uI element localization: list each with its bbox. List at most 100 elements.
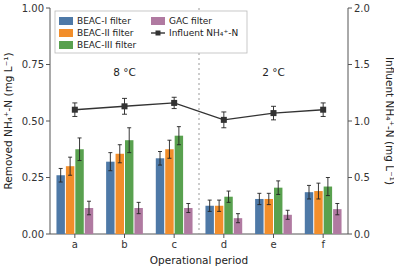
- bar: [125, 140, 133, 234]
- x-tick-label: f: [321, 239, 325, 250]
- y2-axis-label: Influent NH₄⁺-N (mg L⁻¹): [384, 57, 394, 185]
- line: [75, 103, 323, 120]
- bar: [75, 149, 83, 234]
- legend-label: BEAC-III filter: [77, 40, 136, 50]
- bar: [165, 149, 173, 234]
- legend-label: BEAC-II filter: [77, 28, 134, 38]
- error-bar: [158, 152, 162, 166]
- error-bar: [127, 128, 131, 153]
- y-tick: [46, 64, 50, 65]
- error-bar: [122, 98, 127, 114]
- bar: [175, 136, 183, 234]
- error-bar: [267, 193, 271, 204]
- error-bar: [108, 153, 112, 171]
- error-bar: [236, 214, 240, 223]
- error-bar: [221, 112, 226, 128]
- y-tick-label: 0.75: [22, 59, 44, 70]
- legend-swatch: [151, 17, 165, 25]
- legend-swatch: [59, 29, 73, 37]
- y-tick: [46, 177, 50, 178]
- legend-label: GAC filter: [169, 16, 212, 26]
- annotation: 2 °C: [262, 66, 285, 78]
- error-bar: [177, 127, 181, 145]
- axes: 0.00 0.25 0.50 0.75 1.00 0.0 0.5 1.0 1.5 2.0 a b c d e…: [22, 3, 370, 251]
- legend-swatch: [59, 41, 73, 49]
- bar-series: [85, 201, 342, 234]
- error-bar: [186, 203, 190, 212]
- error-bar: [118, 145, 122, 163]
- marker: [171, 100, 177, 106]
- error-bar: [78, 138, 82, 161]
- x-tick-label: e: [270, 239, 276, 250]
- marker: [72, 107, 78, 113]
- error-bar: [307, 185, 311, 199]
- y2-tick-label: 0.5: [354, 172, 370, 183]
- y2-tick-label: 1.5: [354, 59, 370, 70]
- y-tick: [46, 8, 50, 9]
- x-axis-label: Operational period: [150, 254, 248, 266]
- y2-tick: [348, 8, 352, 9]
- x-tick-label: d: [221, 239, 227, 250]
- x-tick: [124, 234, 125, 238]
- y-tick-label: 0.00: [22, 229, 44, 240]
- error-bar: [59, 168, 63, 182]
- line-series: [72, 97, 326, 128]
- legend-label: BEAC-I filter: [77, 16, 131, 26]
- error-bar: [227, 191, 231, 202]
- y2-tick: [348, 121, 352, 122]
- error-bar: [217, 200, 221, 211]
- marker: [271, 110, 277, 116]
- error-bar: [286, 210, 290, 219]
- legend-swatch: [156, 31, 161, 36]
- bar: [116, 154, 124, 234]
- y-tick-label: 0.25: [22, 172, 44, 183]
- error-bar: [72, 103, 77, 117]
- y2-tick-label: 1.0: [354, 116, 370, 127]
- error-bar: [276, 181, 280, 195]
- legend-swatch: [59, 17, 73, 25]
- error-bar: [167, 140, 171, 158]
- x-tick: [273, 234, 274, 238]
- legend-box: [55, 11, 247, 53]
- y2-tick: [348, 64, 352, 65]
- annotation: 8 °C: [113, 66, 136, 78]
- x-tick: [174, 234, 175, 238]
- legend-label: Influent NH₄⁺-N: [169, 28, 238, 38]
- bar: [66, 166, 74, 234]
- error-bar: [321, 103, 326, 117]
- bar: [56, 175, 64, 234]
- error-bar: [316, 183, 320, 199]
- y-tick-label: 1.00: [22, 3, 44, 14]
- marker: [221, 117, 227, 123]
- error-bar: [271, 106, 276, 120]
- error-bar: [326, 178, 330, 196]
- y-axis-label: Removed NH₄⁺-N (mg L⁻¹): [2, 52, 14, 189]
- x-tick: [74, 234, 75, 238]
- bar-series: [66, 140, 323, 234]
- x-tick: [223, 234, 224, 238]
- y2-tick-label: 2.0: [354, 3, 370, 14]
- x-tick-label: a: [72, 239, 78, 250]
- error-bar: [87, 201, 91, 215]
- bar-series: [75, 127, 332, 234]
- y2-tick: [348, 177, 352, 178]
- marker: [122, 103, 128, 109]
- bar: [106, 162, 114, 234]
- error-bar: [208, 200, 212, 211]
- marker: [320, 107, 326, 113]
- chart: 0.00 0.25 0.50 0.75 1.00 0.0 0.5 1.0 1.5 2.0 a b c d e…: [0, 0, 394, 270]
- error-bar: [172, 97, 177, 108]
- y2-tick: [348, 234, 352, 235]
- error-bar: [257, 193, 261, 204]
- bar-series: [56, 152, 313, 234]
- legend: BEAC-I filter BEAC-II filter BEAC-III filt…: [55, 11, 247, 53]
- x-tick-label: b: [121, 239, 127, 250]
- x-tick: [323, 234, 324, 238]
- y-tick-label: 0.50: [22, 116, 44, 127]
- bar: [156, 158, 164, 234]
- error-bar: [335, 203, 339, 214]
- error-bar: [68, 157, 72, 175]
- error-bar: [137, 202, 141, 213]
- x-tick-label: c: [171, 239, 177, 250]
- y2-tick-label: 0.0: [354, 229, 370, 240]
